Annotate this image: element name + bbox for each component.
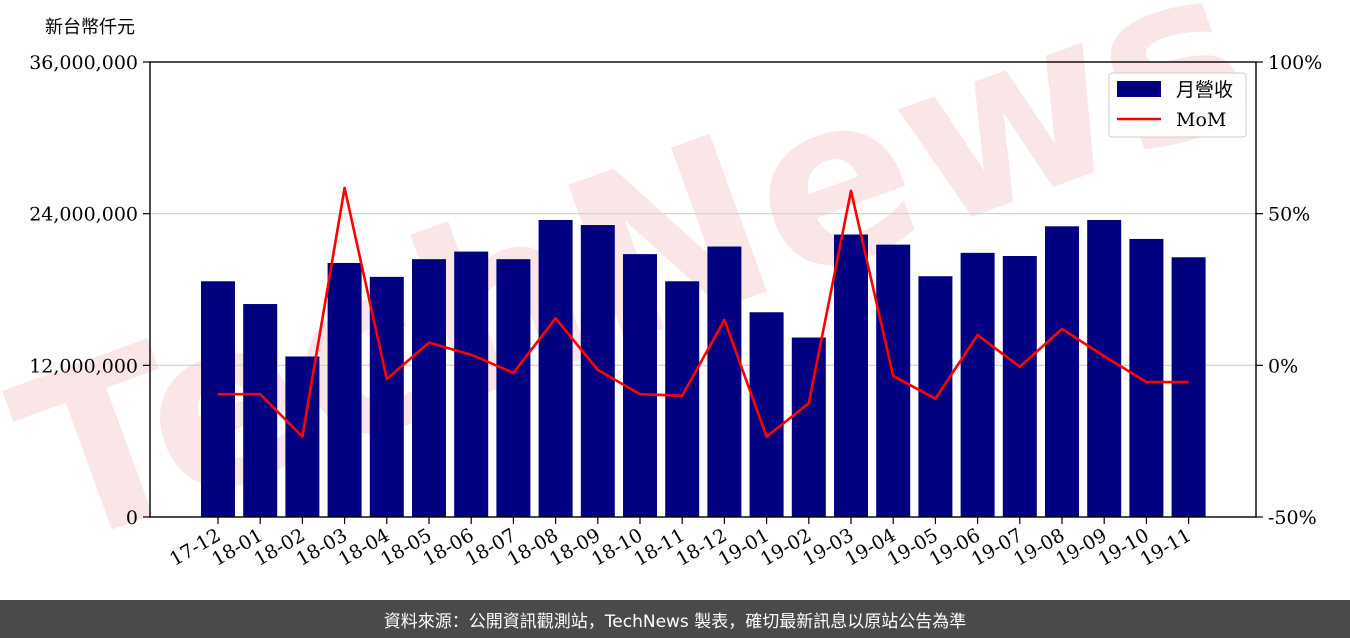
y-left-tick-label: 12,000,000: [29, 355, 138, 377]
y-left-unit-label: 新台幣仟元: [45, 17, 135, 38]
bar-18-10: [623, 254, 657, 517]
bar-19-07: [1002, 256, 1037, 517]
bar-19-01: [749, 312, 784, 517]
y-right-tick-label: 50%: [1268, 204, 1310, 226]
plot-frame: [149, 61, 1257, 518]
bar-18-03: [327, 262, 362, 517]
y-left-tick-label: 24,000,000: [29, 204, 138, 226]
bar-19-08: [1045, 226, 1079, 518]
bar-19-04: [876, 244, 911, 517]
legend: 月營收 MoM: [1108, 72, 1247, 138]
bar-18-12: [707, 246, 742, 517]
bar-19-03: [834, 234, 868, 518]
legend-label-revenue: 月營收: [1176, 79, 1233, 101]
bar-19-11: [1171, 257, 1206, 517]
footer-text: 資料來源：公開資訊觀測站，TechNews 製表，確切最新訊息以原站公告為準: [383, 611, 967, 632]
line-series: [217, 186, 1189, 438]
legend-label-mom: MoM: [1176, 109, 1226, 131]
bar-19-02: [791, 337, 826, 517]
y-right-tick-label: 0%: [1268, 355, 1298, 377]
bar-19-09: [1087, 219, 1122, 517]
bar-18-04: [369, 276, 404, 517]
bar-18-11: [665, 281, 700, 517]
bar-18-06: [454, 251, 489, 518]
y-left-tick-label: 36,000,000: [29, 52, 138, 74]
bar-19-10: [1129, 238, 1164, 517]
revenue-chart: TechNews 新台幣仟元012,000,00024,000,00036,00…: [0, 0, 1322, 600]
bar-18-01: [243, 304, 278, 517]
bar-18-07: [496, 259, 531, 517]
y-right-tick-label: 100%: [1268, 52, 1322, 74]
footer-bar: 資料來源：公開資訊觀測站，TechNews 製表，確切最新訊息以原站公告為準: [0, 600, 1350, 638]
bar-18-08: [538, 219, 573, 517]
bar-19-06: [960, 252, 995, 517]
legend-swatch-bar: [1117, 81, 1161, 97]
y-right-tick-label: -50%: [1268, 507, 1317, 529]
bar-17-12: [201, 281, 235, 517]
axes: [143, 61, 1263, 524]
y-left-tick-label: 0: [126, 507, 138, 529]
mom-line: [218, 186, 1189, 438]
bar-18-05: [412, 259, 446, 517]
